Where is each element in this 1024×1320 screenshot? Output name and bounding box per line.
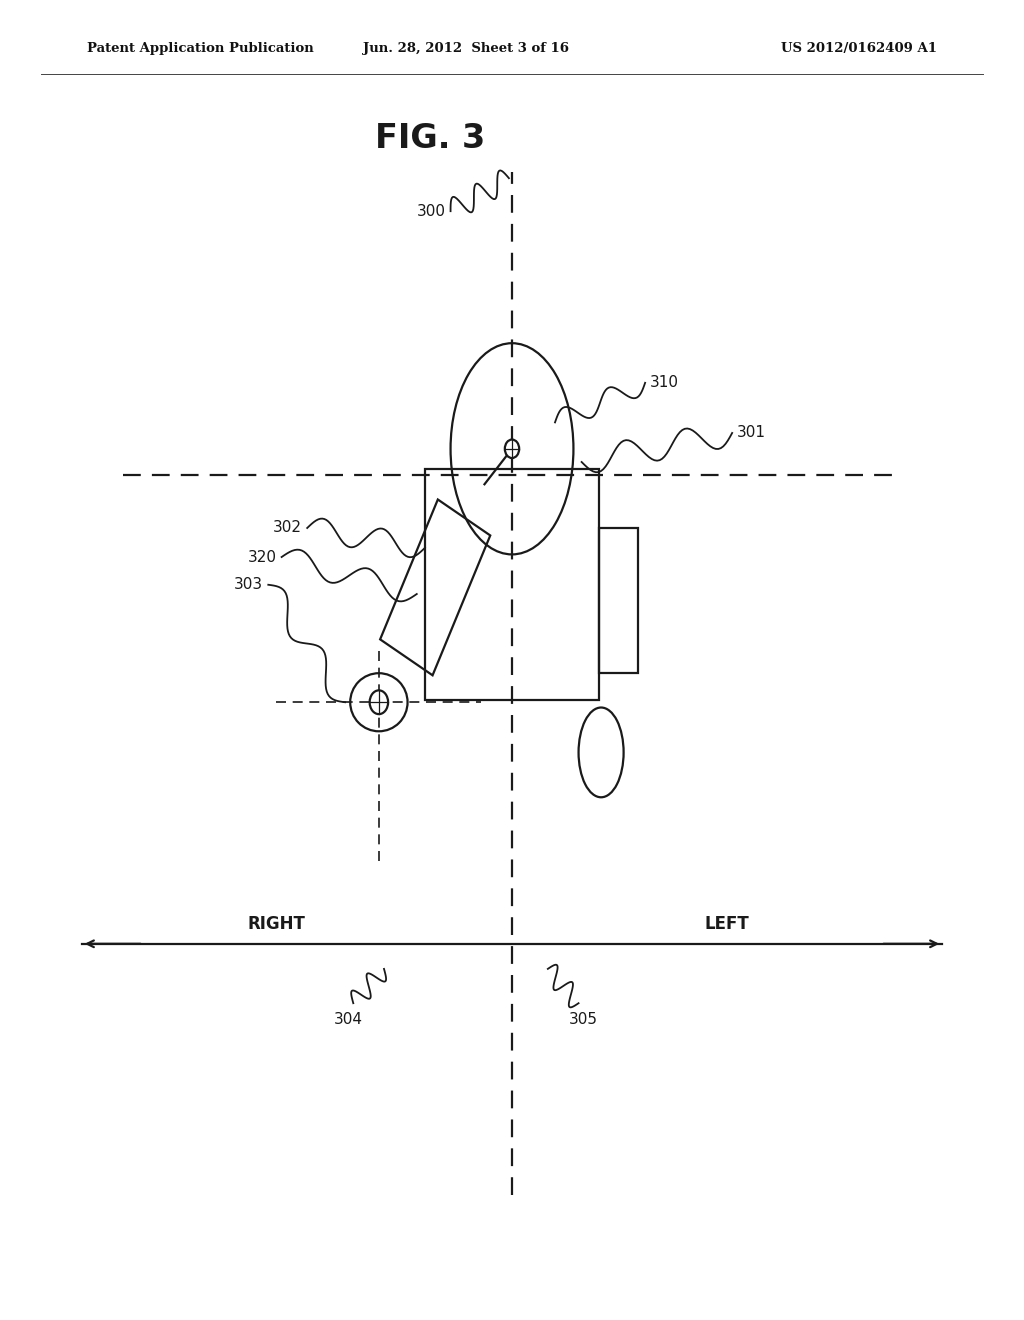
Text: 302: 302 [273, 520, 302, 536]
Text: 305: 305 [569, 1011, 598, 1027]
Text: 303: 303 [234, 577, 263, 593]
Text: LEFT: LEFT [705, 915, 750, 933]
Text: 310: 310 [650, 375, 679, 391]
Circle shape [505, 440, 519, 458]
Text: RIGHT: RIGHT [248, 915, 305, 933]
Text: Jun. 28, 2012  Sheet 3 of 16: Jun. 28, 2012 Sheet 3 of 16 [362, 42, 569, 55]
Bar [599, 528, 638, 673]
Circle shape [370, 690, 388, 714]
Text: 320: 320 [248, 549, 276, 565]
Text: US 2012/0162409 A1: US 2012/0162409 A1 [781, 42, 937, 55]
Text: Patent Application Publication: Patent Application Publication [87, 42, 313, 55]
Text: FIG. 3: FIG. 3 [375, 121, 485, 154]
Text: 300: 300 [417, 203, 445, 219]
Text: 304: 304 [334, 1011, 362, 1027]
Bar [425, 469, 599, 700]
Text: 301: 301 [737, 425, 766, 441]
